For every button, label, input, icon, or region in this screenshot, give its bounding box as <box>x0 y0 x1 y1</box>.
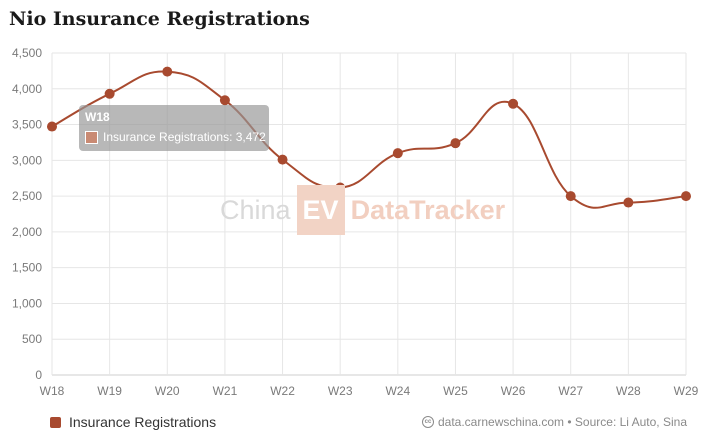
y-tick-label: 4,500 <box>12 46 42 60</box>
data-point <box>681 191 691 202</box>
tooltip-row: Insurance Registrations: 3,472 <box>85 130 266 144</box>
data-point <box>47 121 57 132</box>
cc-icon: cc <box>421 416 434 428</box>
x-tick-label: W22 <box>270 384 295 398</box>
x-tick-label: W28 <box>616 384 641 398</box>
x-tick-label: W20 <box>155 384 180 398</box>
data-point <box>392 148 403 159</box>
axes: 0 500 1,000 1,500 2,000 2,500 3,000 3,500 4,000 4… <box>12 46 699 398</box>
x-tick-label: W23 <box>328 384 353 398</box>
watermark-china: China <box>220 194 291 225</box>
source-credit: cc data.carnewschina.com • Source: Li Au… <box>421 415 687 429</box>
y-tick-label: 3,000 <box>12 153 42 167</box>
x-tick-label: W26 <box>501 384 526 398</box>
x-tick-label: W18 <box>40 384 65 398</box>
y-tick-label: 1,000 <box>12 296 42 310</box>
tooltip: W18 Insurance Registrations: 3,472 <box>79 105 269 151</box>
tooltip-series-label: Insurance Registrations <box>103 130 230 144</box>
data-point <box>104 88 115 99</box>
y-tick-label: 1,500 <box>12 261 42 275</box>
data-point <box>219 95 230 106</box>
tooltip-swatch <box>85 130 98 144</box>
data-point <box>623 197 634 208</box>
y-tick-label: 3,500 <box>12 118 42 132</box>
data-point <box>162 66 173 77</box>
y-tick-label: 2,000 <box>12 225 42 239</box>
x-tick-label: W25 <box>443 384 468 398</box>
legend-item-insurance-registrations[interactable]: Insurance Registrations <box>50 414 216 430</box>
source-text: data.carnewschina.com • Source: Li Auto,… <box>437 415 687 429</box>
watermark: China EV DataTracker <box>220 185 505 235</box>
x-tick-label: W29 <box>674 384 699 398</box>
y-tick-label: 2,500 <box>12 189 42 203</box>
y-tick-label: 4,000 <box>12 82 42 96</box>
watermark-ev: EV <box>296 185 345 235</box>
tooltip-title: W18 <box>85 110 110 124</box>
data-point <box>450 138 461 149</box>
x-tick-label: W21 <box>213 384 238 398</box>
x-tick-label: W19 <box>97 384 122 398</box>
legend-label: Insurance Registrations <box>69 414 217 430</box>
data-point <box>565 191 576 202</box>
y-tick-label: 500 <box>22 332 42 346</box>
chart-title: Nio Insurance Registrations <box>9 8 310 30</box>
data-point <box>277 154 288 165</box>
tooltip-value: 3,472 <box>235 130 266 144</box>
x-tick-label: W24 <box>385 384 410 398</box>
data-point <box>508 98 519 109</box>
watermark-datatracker: DataTracker <box>350 194 506 225</box>
y-tick-label: 0 <box>35 368 42 382</box>
x-tick-label: W27 <box>558 384 583 398</box>
legend-swatch <box>50 416 61 428</box>
